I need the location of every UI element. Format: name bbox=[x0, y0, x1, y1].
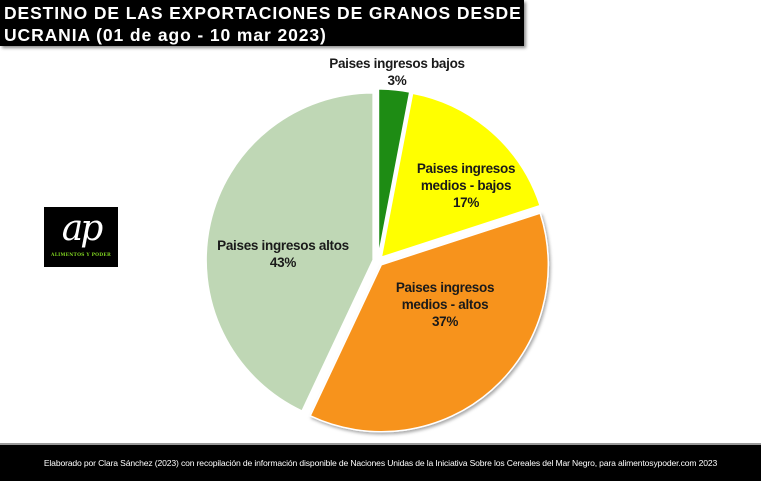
slice-label-altos: Paises ingresos altos 43% bbox=[217, 238, 349, 270]
chart-title-line-2: UCRANIA (01 de ago - 10 mar 2023) bbox=[4, 25, 327, 45]
slice-medios-bajos bbox=[380, 92, 542, 259]
slice-label-bajos: Paises ingresos bajos 3% bbox=[329, 56, 465, 88]
chart-title-line-1: DESTINO DE LAS EXPORTACIONES DE GRANOS D… bbox=[4, 3, 522, 23]
slice-label-medios-bajos: Paises ingresos medios - bajos 17% bbox=[416, 161, 516, 210]
source-footer: Elaborado por Clara Sánchez (2023) con r… bbox=[0, 443, 761, 481]
slice-label-medios-altos: Paises ingresos medios - altos 37% bbox=[395, 280, 495, 329]
logo-subtitle: ALIMENTOS Y PODER bbox=[51, 253, 111, 258]
slice-bajos bbox=[377, 88, 411, 257]
chart-title: DESTINO DE LAS EXPORTACIONES DE GRANOS D… bbox=[0, 0, 524, 46]
slice-medios-altos bbox=[309, 212, 550, 433]
logo-mark: ap bbox=[61, 208, 104, 249]
alimentos-y-poder-logo: ap ALIMENTOS Y PODER bbox=[44, 207, 118, 267]
slice-altos bbox=[205, 92, 374, 413]
pie-slices bbox=[205, 88, 550, 433]
